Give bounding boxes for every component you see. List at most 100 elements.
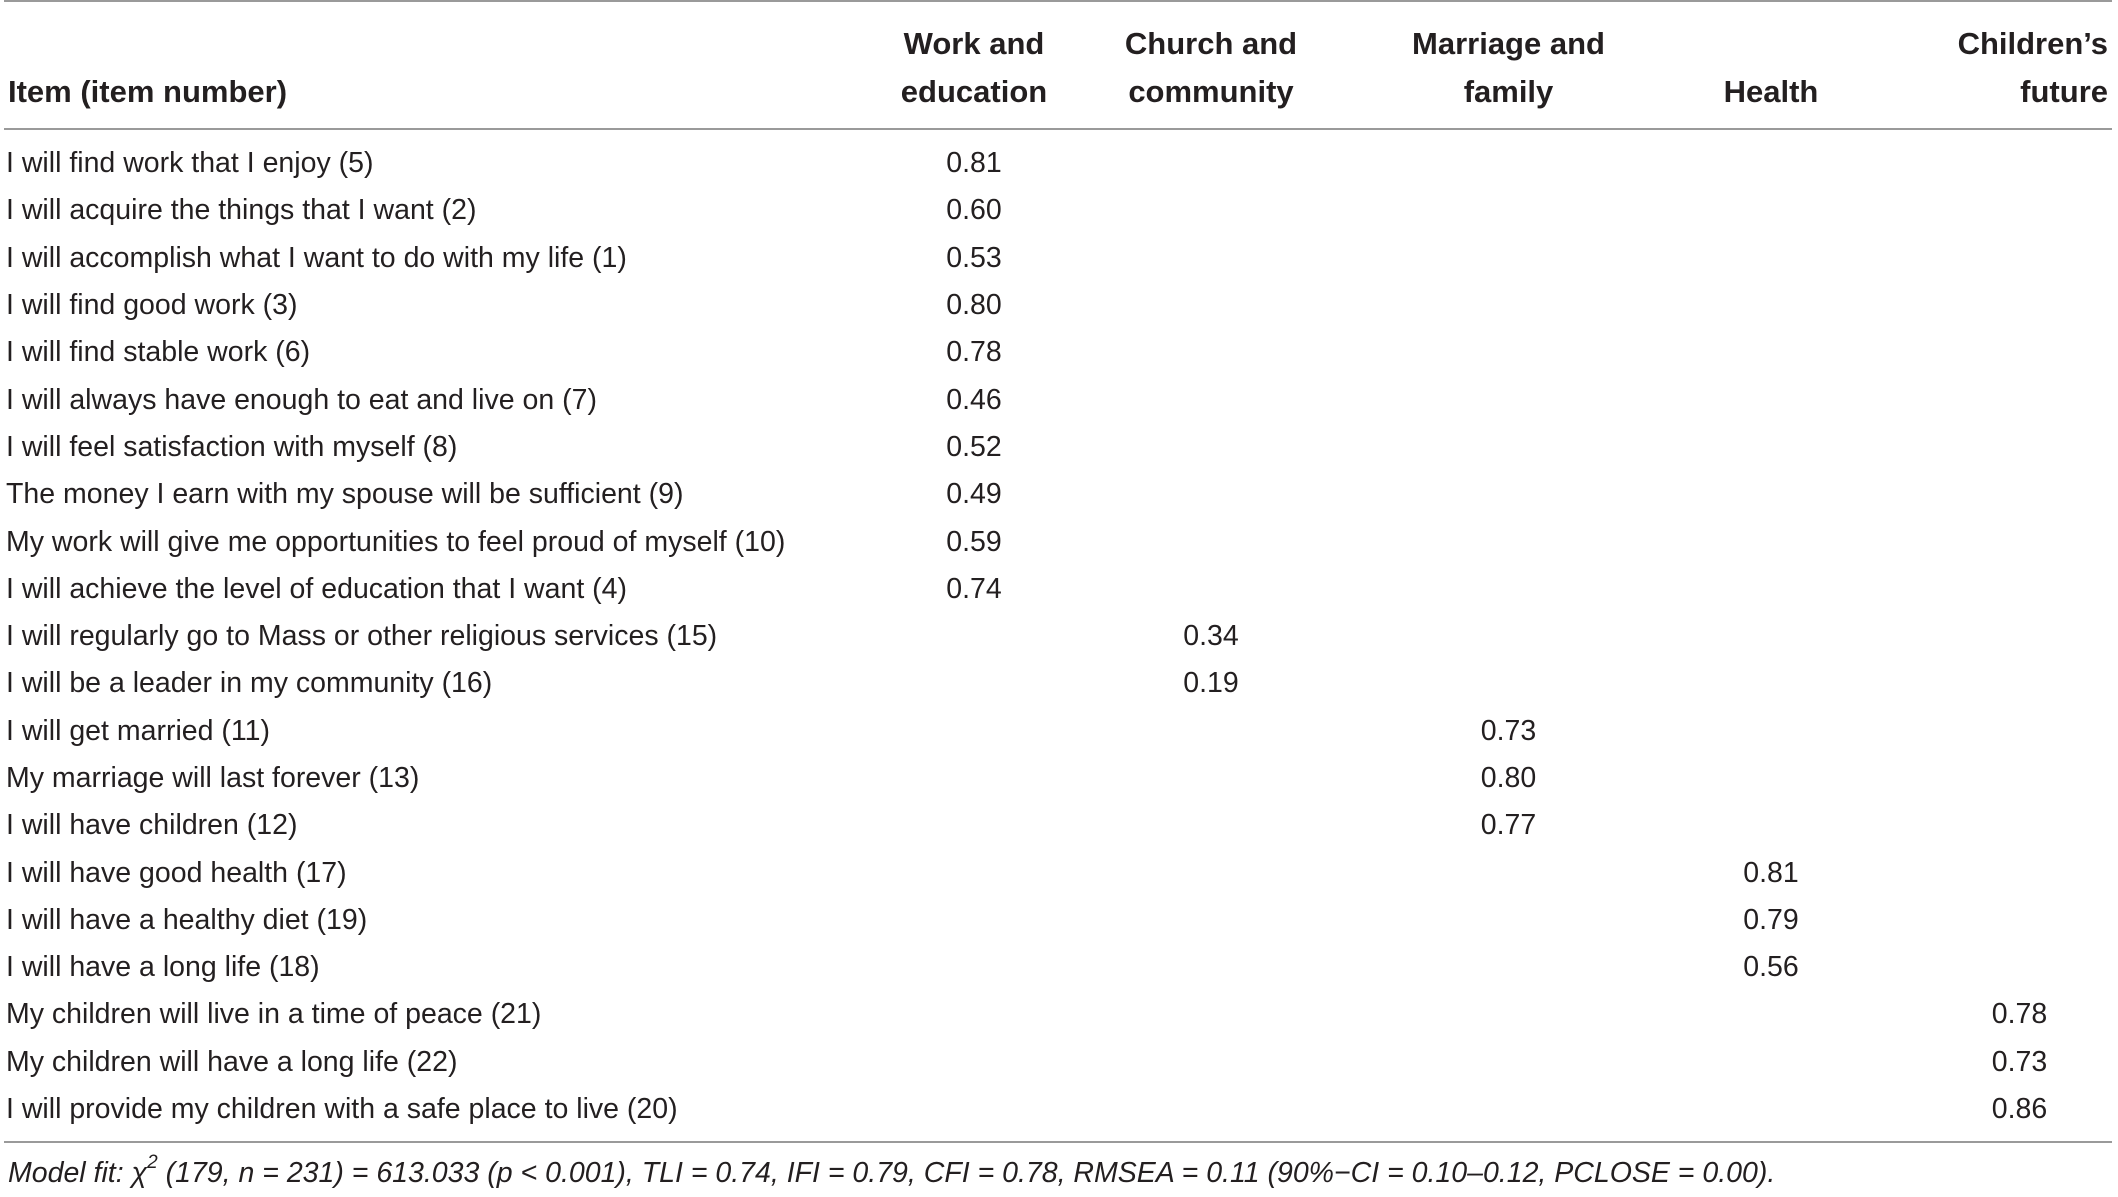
loading-cell: 0.81	[946, 147, 1002, 180]
table-row: I will have children (12) 0.77	[4, 802, 2112, 849]
loading-cell	[1671, 660, 1871, 707]
footnote-prefix: Model fit: χ	[8, 1157, 148, 1190]
loading-cell	[1076, 471, 1346, 518]
table-row: I will feel satisfaction with myself (8)…	[4, 424, 2112, 471]
loading-cell	[1346, 566, 1671, 613]
loading-cell	[1671, 376, 1871, 423]
item-cell: I will accomplish what I want to do with…	[6, 241, 627, 274]
table-row: I will find good work (3) 0.80	[4, 282, 2112, 329]
header-marriage-family: Marriage and family	[1346, 0, 1671, 130]
loading-cell	[1871, 471, 2112, 518]
loading-cell	[1871, 849, 2112, 896]
loading-cell: 0.73	[1480, 714, 1537, 747]
table-row: I will regularly go to Mass or other rel…	[4, 613, 2112, 660]
loading-cell	[1076, 849, 1346, 896]
table-row: I will accomplish what I want to do with…	[4, 235, 2112, 282]
loading-cell	[872, 613, 1076, 660]
loading-cell	[1871, 518, 2112, 565]
loading-cell: 0.78	[1991, 998, 2048, 1031]
loading-cell	[1076, 518, 1346, 565]
item-cell: I will be a leader in my community (16)	[6, 667, 493, 700]
footnote-superscript: 2	[147, 1152, 158, 1174]
loading-cell	[1871, 376, 2112, 423]
loading-cell	[1671, 566, 1871, 613]
loading-cell	[1076, 1085, 1346, 1144]
loading-cell	[1871, 613, 2112, 660]
loading-cell	[1346, 376, 1671, 423]
loading-cell	[872, 849, 1076, 896]
item-cell: I will find work that I enjoy (5)	[6, 147, 374, 180]
loading-cell	[1076, 376, 1346, 423]
loading-cell: 0.52	[946, 430, 1002, 463]
loading-cell: 0.74	[946, 572, 1002, 605]
table-row: My children will have a long life (22) 0.…	[4, 1039, 2112, 1086]
table-row: I will provide my children with a safe p…	[4, 1085, 2112, 1144]
loading-cell: 0.46	[946, 383, 1002, 416]
item-cell: I will have a healthy diet (19)	[6, 903, 368, 936]
loading-cell	[1871, 129, 2112, 187]
item-cell: I will regularly go to Mass or other rel…	[6, 620, 718, 653]
loading-cell: 0.86	[1871, 1085, 2112, 1144]
loading-cell: 0.80	[946, 289, 1002, 322]
loading-cell	[1671, 613, 1871, 660]
loading-cell: 0.73	[1991, 1045, 2048, 1078]
loading-cell	[1871, 566, 2112, 613]
loading-cell	[1671, 235, 1871, 282]
loading-cell	[1346, 991, 1671, 1038]
loading-cell	[1671, 329, 1871, 376]
table-body: I will find work that I enjoy (5) 0.81 I w…	[4, 129, 2112, 1144]
table-row: I will find stable work (6) 0.78	[4, 329, 2112, 376]
table-header: Item (item number) Work and education Ch…	[4, 0, 2112, 130]
header-childrens-future: Children’s future	[1871, 0, 2112, 130]
loading-cell: 0.60	[946, 194, 1002, 227]
loading-cell	[872, 944, 1076, 991]
loading-cell	[1076, 708, 1346, 755]
loading-cell	[1871, 755, 2112, 802]
loading-cell: 0.77	[1480, 809, 1537, 842]
item-cell: I will always have enough to eat and liv…	[6, 383, 597, 416]
loading-cell: 0.59	[946, 525, 1002, 558]
loading-cell	[1076, 187, 1346, 234]
table-row: I will find work that I enjoy (5) 0.81	[4, 129, 2112, 187]
loading-cell	[1871, 897, 2112, 944]
item-cell: I will have good health (17)	[6, 856, 347, 889]
loading-cell	[1346, 329, 1671, 376]
table-row: I will have a long life (18) 0.56	[4, 944, 2112, 991]
loading-cell	[1671, 282, 1871, 329]
loading-cell	[1076, 129, 1346, 187]
model-fit-footnote: Model fit: χ2 (179, n = 231) = 613.033 (…	[4, 1143, 2118, 1190]
loading-cell	[1871, 235, 2112, 282]
loading-cell	[1671, 1039, 1871, 1086]
header-marriage-family-line2: family	[1463, 74, 1554, 109]
loading-cell	[1346, 235, 1671, 282]
loading-cell	[1346, 518, 1671, 565]
table-row: I will have a healthy diet (19) 0.79	[4, 897, 2112, 944]
loading-cell	[1346, 424, 1671, 471]
item-cell: My children will have a long life (22)	[6, 1045, 458, 1078]
header-work-education-line1: Work and	[903, 26, 1045, 61]
loading-cell: 0.56	[1743, 951, 1799, 984]
loading-cell	[1346, 897, 1671, 944]
loading-cell	[1671, 471, 1871, 518]
header-health-line2: Health	[1723, 74, 1819, 109]
loading-cell	[1871, 329, 2112, 376]
loading-cell	[872, 1085, 1076, 1144]
loading-cell	[1346, 471, 1671, 518]
loading-cell: 0.19	[1183, 667, 1239, 700]
table-row: I will achieve the level of education th…	[4, 566, 2112, 613]
loading-cell	[1076, 235, 1346, 282]
table-row: I will acquire the things that I want (2…	[4, 187, 2112, 234]
header-work-education-line2: education	[900, 74, 1048, 109]
item-cell: I will acquire the things that I want (2…	[6, 194, 477, 227]
item-cell: I will have children (12)	[6, 809, 298, 842]
loading-cell	[872, 802, 1076, 849]
header-row: Item (item number) Work and education Ch…	[4, 0, 2112, 130]
loading-cell	[1076, 991, 1346, 1038]
loading-cell	[1076, 329, 1346, 376]
loading-cell	[872, 991, 1076, 1038]
item-cell: My marriage will last forever (13)	[6, 762, 420, 794]
loading-cell	[1346, 282, 1671, 329]
item-cell: I will get married (11)	[6, 714, 270, 747]
item-cell: I will have a long life (18)	[6, 951, 320, 984]
